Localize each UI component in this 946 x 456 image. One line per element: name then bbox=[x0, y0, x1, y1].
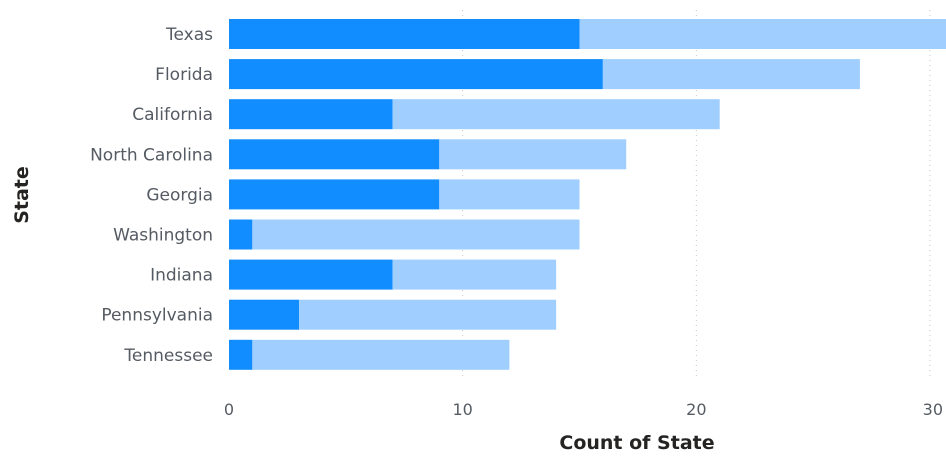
category-label: Florida bbox=[155, 65, 213, 85]
bar-tennessee-segment-1 bbox=[229, 339, 253, 370]
category-labels: Texas Florida California North Carolina Geor… bbox=[90, 25, 213, 366]
y-axis-title: State bbox=[11, 166, 33, 224]
bar-indiana-segment-2 bbox=[392, 259, 557, 290]
bar-florida-segment-1 bbox=[229, 59, 603, 90]
bar-florida-segment-2 bbox=[602, 59, 860, 90]
bar-georgia-segment-1 bbox=[229, 179, 440, 210]
bar-north-carolina-segment-1 bbox=[229, 139, 440, 170]
bar-washington-segment-2 bbox=[252, 219, 580, 250]
category-label: Tennessee bbox=[123, 346, 213, 366]
bar-california-segment-2 bbox=[392, 99, 720, 130]
category-label: California bbox=[132, 105, 213, 125]
bar-north-carolina-segment-2 bbox=[439, 139, 627, 170]
x-tick-label: 10 bbox=[452, 400, 472, 419]
bar-georgia-segment-2 bbox=[439, 179, 580, 210]
bar-pennsylvania-segment-2 bbox=[299, 299, 557, 330]
x-tick-label: 20 bbox=[686, 400, 706, 419]
category-label: Washington bbox=[113, 226, 213, 246]
category-label: North Carolina bbox=[90, 145, 213, 165]
bar-washington-segment-1 bbox=[229, 219, 253, 250]
bars bbox=[229, 19, 946, 370]
bar-texas-segment-1 bbox=[229, 19, 580, 49]
category-label: Texas bbox=[165, 25, 213, 45]
x-tick-label: 0 bbox=[224, 400, 234, 419]
x-axis-title: Count of State bbox=[559, 432, 714, 454]
bar-indiana-segment-1 bbox=[229, 259, 393, 290]
bar-pennsylvania-segment-1 bbox=[229, 299, 300, 330]
bar-california-segment-1 bbox=[229, 99, 393, 130]
x-tick-labels: 0 10 20 30 bbox=[224, 400, 943, 419]
category-label: Georgia bbox=[146, 185, 213, 205]
category-label: Pennsylvania bbox=[101, 306, 213, 326]
bar-tennessee-segment-2 bbox=[252, 339, 510, 370]
x-tick-label: 30 bbox=[923, 400, 943, 419]
category-label: Indiana bbox=[150, 266, 213, 286]
bar-texas-segment-2 bbox=[579, 19, 946, 49]
